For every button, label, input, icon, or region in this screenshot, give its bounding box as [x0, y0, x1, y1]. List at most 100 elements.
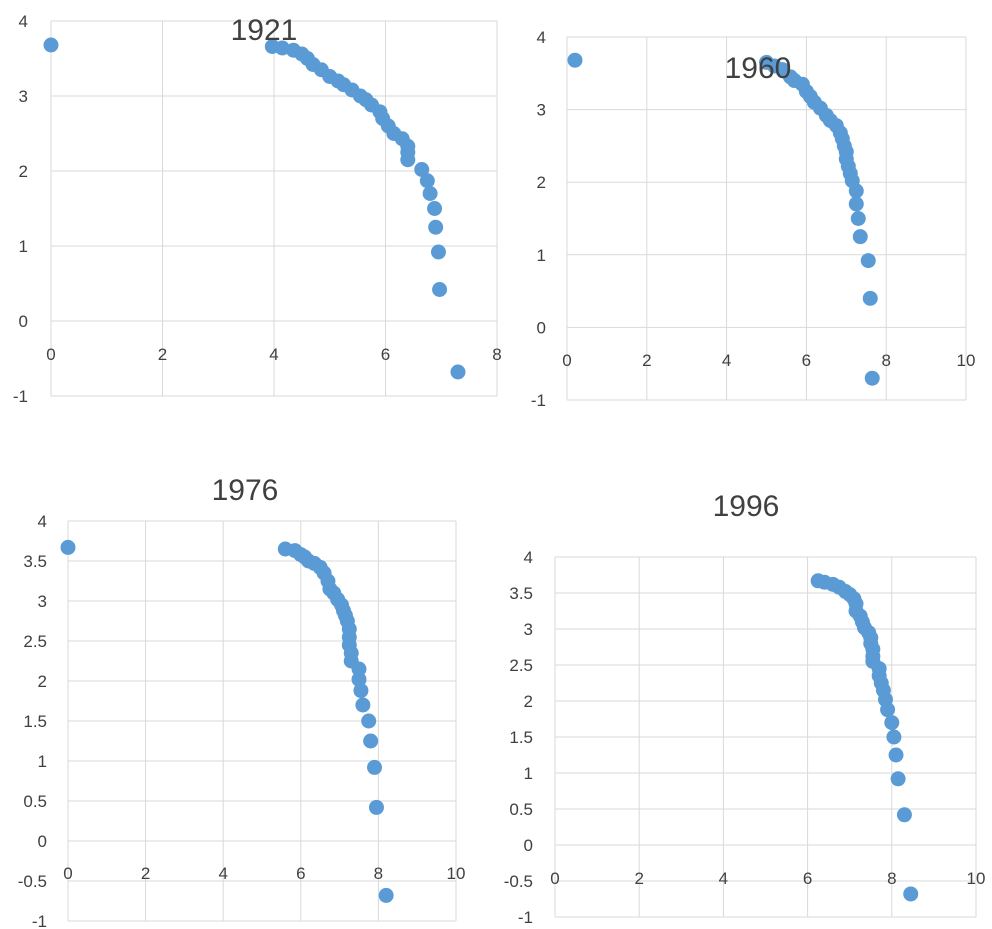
x-tick-label: 2	[158, 345, 167, 364]
y-tick-label: 1.5	[509, 728, 533, 747]
x-tick-label: 2	[642, 351, 651, 370]
x-tick-label: 4	[269, 345, 278, 364]
data-point	[890, 771, 906, 787]
y-tick-label: 3	[38, 592, 47, 611]
y-tick-label: 1	[38, 752, 47, 771]
x-tick-label: 2	[141, 864, 150, 883]
x-tick-label: 8	[492, 345, 501, 364]
data-point	[355, 697, 371, 713]
data-point	[60, 539, 76, 555]
data-point	[848, 196, 864, 212]
x-tick-label: 8	[374, 864, 383, 883]
y-tick-label: -0.5	[18, 872, 47, 891]
y-tick-label: -1	[518, 908, 533, 927]
y-tick-label: -1	[531, 391, 546, 410]
x-tick-label: 2	[634, 869, 643, 888]
x-tick-label: 4	[719, 869, 728, 888]
y-tick-label: 1	[19, 237, 28, 256]
data-point	[848, 183, 864, 199]
data-point	[351, 661, 367, 677]
x-tick-label: 6	[381, 345, 390, 364]
y-tick-label: 2	[38, 672, 47, 691]
data-point	[903, 886, 919, 902]
chart-title: 1960	[725, 52, 792, 85]
y-tick-label: 0	[38, 832, 47, 851]
x-tick-label: 0	[46, 345, 55, 364]
y-tick-label: 0.5	[23, 792, 47, 811]
y-tick-label: 3.5	[509, 584, 533, 603]
data-point	[860, 253, 876, 269]
y-tick-label: 3	[524, 620, 533, 639]
data-point	[427, 201, 443, 216]
y-tick-label: 0	[537, 318, 546, 337]
x-tick-label: 6	[802, 351, 811, 370]
chart-1996: -1 -0.5 0 0.5 1 1.5 2 2.5 3 3.5 4 0 2 4 6 8 10 1996	[504, 490, 986, 927]
data-point	[428, 219, 444, 235]
x-tick-label: 4	[722, 351, 731, 370]
y-tick-label: 2	[524, 692, 533, 711]
y-tick-label: 4	[537, 28, 546, 47]
y-tick-label: 0.5	[509, 800, 533, 819]
data-point	[400, 152, 416, 168]
data-point	[862, 290, 878, 306]
y-tick-label: 2.5	[23, 632, 47, 651]
y-tick-label: 4	[38, 512, 47, 531]
x-tick-label: 0	[63, 864, 72, 883]
y-tick-label: 4	[524, 548, 533, 567]
data-point	[884, 715, 900, 731]
data-point	[430, 244, 446, 260]
data-point	[43, 37, 59, 53]
y-tick-label: 1.5	[23, 712, 47, 731]
data-point	[880, 702, 896, 718]
x-tick-label: 0	[562, 351, 571, 370]
data-point	[886, 729, 902, 745]
x-tick-label: 6	[803, 869, 812, 888]
x-tick-label: 4	[218, 864, 227, 883]
data-point	[419, 173, 435, 189]
y-tick-label: 0	[19, 312, 28, 331]
y-tick-label: 3	[537, 101, 546, 120]
y-tick-label: 3	[19, 87, 28, 106]
data-point	[274, 40, 290, 56]
y-tick-label: 4	[19, 12, 28, 31]
y-tick-label: 2	[537, 173, 546, 192]
y-tick-label: 2	[19, 162, 28, 181]
data-point	[378, 887, 394, 903]
data-point	[896, 807, 912, 823]
chart-1976: -1 -0.5 0 0.5 1 1.5 2 2.5 3 3.5 4 0 2 4 6 8 10 1976	[18, 474, 466, 929]
y-tick-label: -1	[32, 912, 47, 929]
data-point	[432, 282, 448, 297]
chart-title: 1921	[231, 14, 298, 47]
y-tick-label: 1	[524, 764, 533, 783]
y-tick-label: 0	[524, 836, 533, 855]
y-tick-label: 2.5	[509, 656, 533, 675]
data-point	[414, 162, 430, 177]
y-tick-label: 3.5	[23, 552, 47, 571]
x-tick-label: 8	[881, 351, 890, 370]
data-point	[361, 713, 377, 729]
data-point	[852, 229, 868, 245]
y-tick-label: -0.5	[504, 872, 533, 891]
data-point	[864, 370, 880, 386]
x-tick-label: 10	[957, 351, 976, 370]
chart-1960: -1 0 1 2 3 4 0 2 4 6 8 10 1960	[531, 28, 976, 410]
x-tick-label: 6	[296, 864, 305, 883]
data-point	[363, 733, 379, 749]
data-point	[351, 671, 367, 687]
chart-title: 1976	[212, 474, 279, 507]
data-point	[367, 759, 383, 775]
y-tick-label: 1	[537, 246, 546, 265]
data-point	[450, 364, 466, 380]
data-point	[888, 747, 904, 763]
data-point	[368, 799, 384, 815]
data-point	[567, 52, 583, 68]
x-tick-label: 8	[887, 869, 896, 888]
y-tick-label: -1	[13, 387, 28, 406]
x-tick-label: 10	[447, 864, 466, 883]
chart-1921: -1 0 1 2 3 4 0 2 4 6 8 1921	[13, 12, 502, 406]
chart-title: 1996	[713, 490, 780, 523]
data-point	[353, 683, 369, 699]
data-point	[422, 186, 438, 201]
x-tick-label: 0	[550, 869, 559, 888]
